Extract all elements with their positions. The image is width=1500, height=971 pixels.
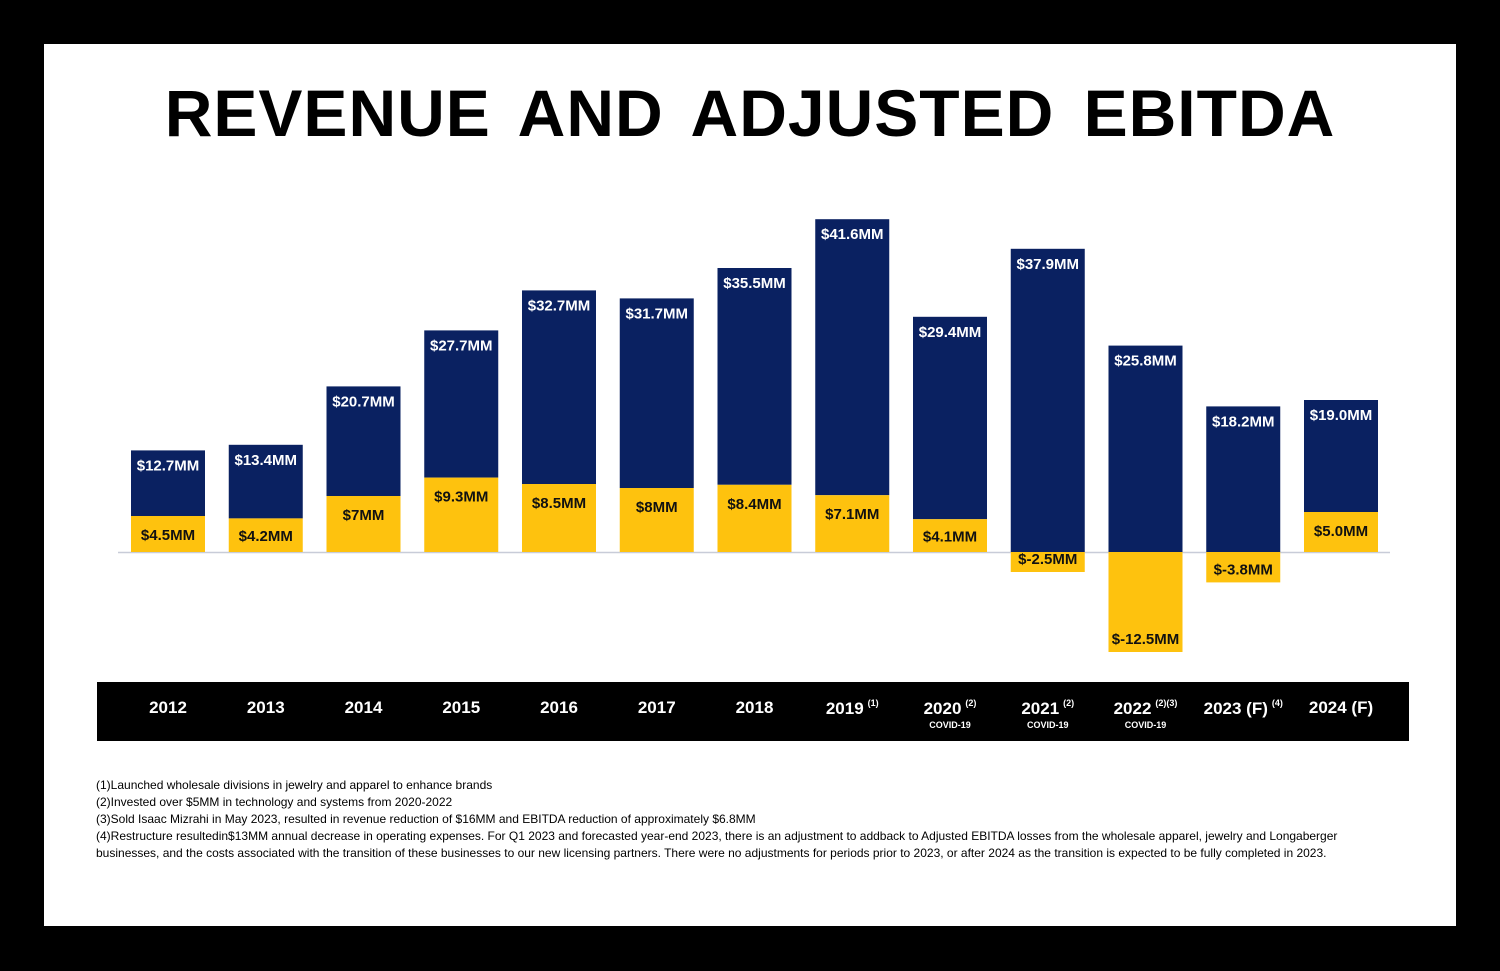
- revenue-bar: [913, 316, 987, 520]
- revenue-data-label: $29.4MM: [919, 324, 982, 341]
- ebitda-bar: [1010, 552, 1085, 572]
- year-tick-label: 2016: [504, 698, 614, 718]
- year-tick-label: 2014: [309, 698, 419, 718]
- ebitda-data-label: $9.3MM: [434, 489, 488, 506]
- ebitda-bar: [1304, 512, 1378, 552]
- year-text: 2018: [735, 698, 774, 717]
- year-sublabel: COVID-19: [929, 720, 971, 730]
- ebitda-data-label: $4.5MM: [141, 527, 195, 544]
- ebitda-data-label: $-12.5MM: [1112, 631, 1180, 648]
- ebitda-data-label: $7MM: [343, 507, 385, 524]
- year-text: 2016: [540, 698, 578, 717]
- year-text: 2019: [825, 699, 864, 718]
- ebitda-data-label: $8.4MM: [727, 496, 781, 513]
- year-tick-label: 2015: [406, 698, 516, 718]
- revenue-data-label: $12.7MM: [137, 457, 200, 474]
- ebitda-data-label: $8.5MM: [532, 495, 586, 512]
- revenue-data-label: $32.7MM: [528, 297, 591, 314]
- ebitda-bar: [131, 516, 205, 552]
- revenue-bar: [1304, 400, 1378, 512]
- ebitda-data-label: $7.1MM: [825, 506, 879, 523]
- footnote-2: (2)Invested over $5MM in technology and …: [96, 795, 453, 809]
- footnote-ref: (4): [1271, 698, 1283, 708]
- revenue-bar: [815, 219, 890, 496]
- year-text: 2013: [246, 698, 285, 717]
- year-text: 2023 (F): [1203, 699, 1268, 718]
- footnotes: (1)Launched wholesale divisions in jewel…: [96, 777, 1396, 862]
- revenue-bar: [1108, 345, 1183, 552]
- revenue-bar: [424, 330, 499, 478]
- ebitda-bar: [1108, 552, 1183, 652]
- revenue-data-label: $18.2MM: [1212, 413, 1275, 430]
- revenue-data-label: $31.7MM: [625, 305, 688, 322]
- year-text: 2015: [442, 698, 481, 717]
- footnote-3: (3)Sold Isaac Mizrahi in May 2023, resul…: [96, 812, 756, 826]
- revenue-data-label: $41.6MM: [821, 226, 884, 243]
- revenue-data-label: $37.9MM: [1016, 256, 1079, 273]
- revenue-bar: [1010, 248, 1085, 553]
- ebitda-data-label: $4.2MM: [239, 528, 293, 545]
- year-tick-label: 2022 (2)(3): [1091, 698, 1201, 719]
- ebitda-bar: [522, 484, 596, 552]
- year-tick-label: 2021 (2): [993, 698, 1103, 719]
- ebitda-bar: [326, 496, 401, 552]
- ebitda-bar: [717, 484, 792, 552]
- ebitda-data-label: $5.0MM: [1314, 523, 1368, 540]
- year-text: 2017: [637, 698, 676, 717]
- ebitda-data-label: $4.1MM: [923, 529, 977, 546]
- revenue-bar: [1206, 406, 1281, 552]
- footnote-1: (1)Launched wholesale divisions in jewel…: [96, 778, 493, 792]
- ebitda-bar: [619, 488, 694, 552]
- revenue-bar: [228, 444, 303, 519]
- ebitda-bar: [1206, 552, 1281, 583]
- year-text: 2021: [1021, 699, 1060, 718]
- footnote-ref: (2)(3): [1155, 698, 1178, 708]
- ebitda-data-label: $8MM: [636, 499, 678, 516]
- revenue-data-label: $25.8MM: [1114, 353, 1177, 370]
- footnote-ref: (1): [867, 698, 879, 708]
- revenue-data-label: $20.7MM: [332, 393, 395, 410]
- year-tick-label: 2013: [211, 698, 321, 718]
- revenue-data-label: $27.7MM: [430, 337, 493, 354]
- chart-title: REVENUE AND ADJUSTED EBITDA: [164, 76, 1336, 150]
- ebitda-data-label: $-2.5MM: [1018, 551, 1077, 568]
- ebitda-bar: [424, 477, 499, 552]
- ebitda-bar: [815, 495, 890, 552]
- revenue-data-label: $13.4MM: [234, 452, 297, 469]
- year-tick-label: 2023 (F) (4): [1188, 698, 1298, 719]
- footnote-4: (4)Restructure resultedin$13MM annual de…: [96, 829, 1338, 860]
- revenue-bar: [326, 386, 401, 496]
- year-sublabel: COVID-19: [1026, 720, 1069, 730]
- year-sublabel: COVID-19: [1124, 720, 1167, 730]
- footnote-ref: (2): [1063, 698, 1075, 708]
- year-tick-label: 2017: [602, 698, 712, 718]
- ebitda-data-label: $-3.8MM: [1214, 561, 1273, 578]
- year-tick-label: 2024 (F): [1286, 698, 1396, 718]
- revenue-bar: [131, 450, 205, 516]
- year-tick-label: 2019 (1): [797, 698, 907, 719]
- revenue-bar: [522, 290, 596, 484]
- year-axis-band: [97, 682, 1409, 741]
- year-text: 2024 (F): [1308, 698, 1374, 717]
- ebitda-bar: [228, 518, 303, 552]
- year-tick-label: 2012: [113, 698, 223, 718]
- footnote-ref: (2): [965, 698, 977, 708]
- revenue-data-label: $19.0MM: [1310, 407, 1373, 424]
- year-text: 2022: [1113, 699, 1152, 718]
- revenue-bar: [717, 268, 792, 485]
- year-text: 2020: [923, 699, 962, 718]
- revenue-data-label: $35.5MM: [723, 275, 786, 292]
- year-tick-label: 2020 (2): [895, 698, 1005, 719]
- year-text: 2012: [149, 698, 187, 717]
- year-tick-label: 2018: [700, 698, 810, 718]
- revenue-bar: [619, 298, 694, 488]
- ebitda-bar: [913, 519, 987, 552]
- year-text: 2014: [344, 698, 383, 717]
